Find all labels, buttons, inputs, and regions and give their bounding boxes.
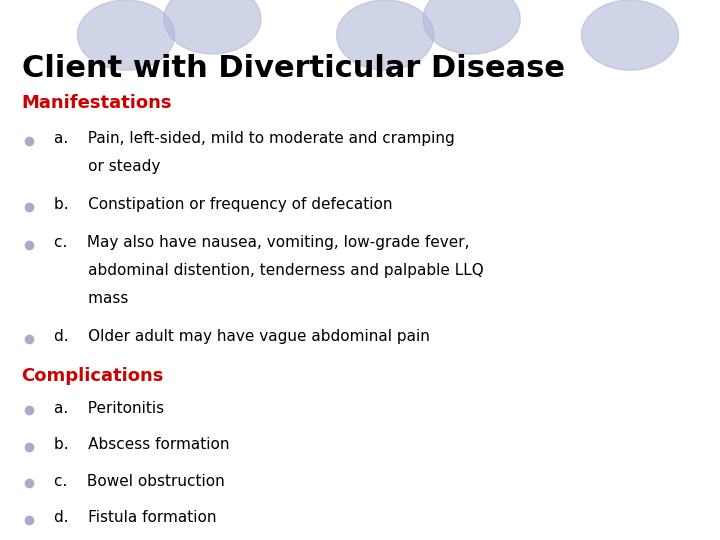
Text: a.    Peritonitis: a. Peritonitis xyxy=(54,401,164,416)
Text: Client with Diverticular Disease: Client with Diverticular Disease xyxy=(22,54,564,83)
Text: b.    Abscess formation: b. Abscess formation xyxy=(54,437,230,452)
Text: a.    Pain, left-sided, mild to moderate and cramping: a. Pain, left-sided, mild to moderate an… xyxy=(54,131,455,146)
Ellipse shape xyxy=(163,0,261,54)
Text: abdominal distention, tenderness and palpable LLQ: abdominal distention, tenderness and pal… xyxy=(54,263,484,278)
Text: or steady: or steady xyxy=(54,159,161,174)
Text: mass: mass xyxy=(54,291,128,306)
Text: b.    Constipation or frequency of defecation: b. Constipation or frequency of defecati… xyxy=(54,197,392,212)
Ellipse shape xyxy=(337,0,434,70)
Text: c.    May also have nausea, vomiting, low-grade fever,: c. May also have nausea, vomiting, low-g… xyxy=(54,235,469,250)
Ellipse shape xyxy=(77,0,175,70)
Text: Manifestations: Manifestations xyxy=(22,94,172,112)
Text: Complications: Complications xyxy=(22,367,164,385)
Ellipse shape xyxy=(423,0,521,54)
Text: c.    Bowel obstruction: c. Bowel obstruction xyxy=(54,474,225,489)
Text: d.    Older adult may have vague abdominal pain: d. Older adult may have vague abdominal … xyxy=(54,329,430,344)
Text: d.    Fistula formation: d. Fistula formation xyxy=(54,510,217,525)
Ellipse shape xyxy=(582,0,679,70)
